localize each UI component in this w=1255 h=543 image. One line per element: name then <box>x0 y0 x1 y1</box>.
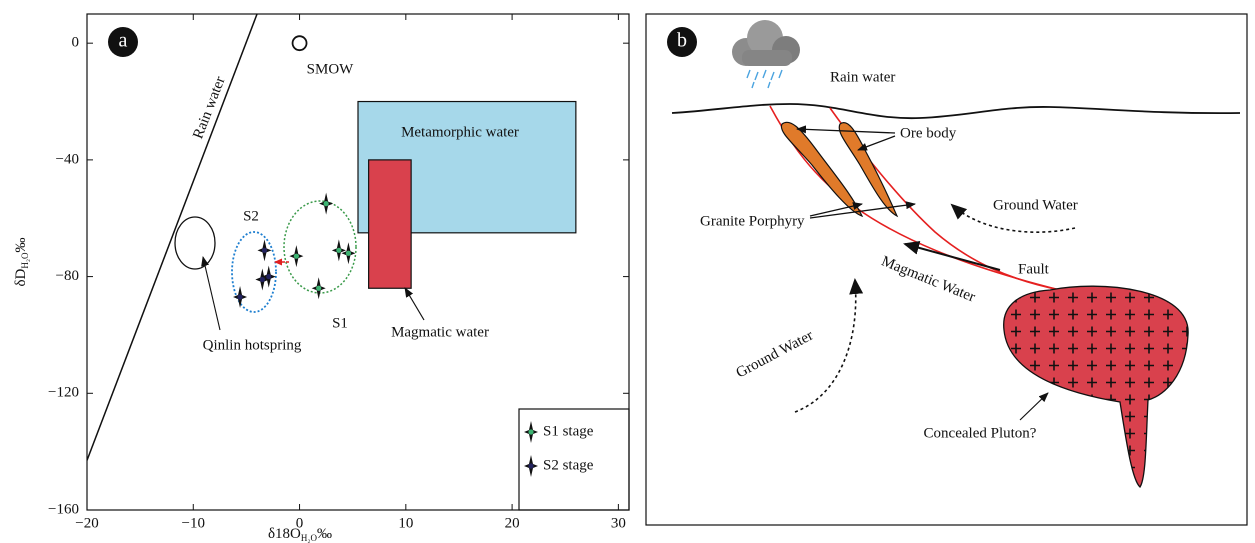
legend-label: S2 stage <box>543 457 594 473</box>
hotspring-ellipse <box>175 217 215 269</box>
star-center <box>237 294 242 299</box>
reference-point <box>293 36 307 50</box>
pluton-pattern <box>1004 286 1188 487</box>
x-tick-label: 30 <box>611 515 626 531</box>
data-point <box>319 193 333 215</box>
s1-ellipse <box>284 201 356 293</box>
arrow <box>405 288 424 320</box>
label: Rain water <box>830 69 895 85</box>
data-point <box>289 245 303 267</box>
cloud <box>732 20 800 88</box>
label: Ground Water <box>734 328 816 382</box>
data-point <box>332 239 346 261</box>
y-tick-label: 0 <box>72 35 80 51</box>
star-center <box>528 463 533 468</box>
y-label-unit: ‰ <box>13 237 29 252</box>
annotation: S1 <box>332 315 348 331</box>
label: Fault <box>1018 261 1050 277</box>
star-center <box>262 248 267 253</box>
rain-line <box>87 14 257 460</box>
x-tick-label: 20 <box>505 515 520 531</box>
data-point <box>262 266 276 288</box>
annotation: Qinlin hotspring <box>203 337 302 353</box>
annotation: S2 <box>243 208 259 224</box>
line-label: Rain water <box>190 74 228 141</box>
y-tick-label: −80 <box>56 268 79 284</box>
data-point <box>233 286 247 308</box>
data-point <box>312 277 326 299</box>
lines <box>87 14 257 460</box>
star-center <box>294 254 299 259</box>
star-center <box>346 251 351 256</box>
panel-b: b Rain water Ore body Ground Water Grani… <box>646 14 1247 525</box>
star-center <box>528 429 533 434</box>
x-tick-label: −10 <box>182 515 205 531</box>
legend-marker <box>524 455 538 477</box>
star-center <box>266 274 271 279</box>
y-tick-label: −40 <box>56 151 79 167</box>
star-center <box>336 248 341 253</box>
panel-label: b <box>677 30 687 52</box>
label: Ground Water <box>993 197 1078 213</box>
star-center <box>324 201 329 206</box>
panel-frame <box>646 14 1247 525</box>
panel-a: Metamorphic water Magmatic water Rain wa… <box>13 14 629 543</box>
ground-surface <box>672 104 1240 118</box>
x-tick-label: −20 <box>75 515 98 531</box>
point-label: SMOW <box>307 61 355 77</box>
region-label: Metamorphic water <box>401 124 519 140</box>
star-center <box>260 277 265 282</box>
arrow <box>858 136 895 150</box>
flow-arrow <box>905 244 1000 270</box>
y-tick-label: −120 <box>48 385 79 401</box>
x-label-main: δ18O <box>268 526 301 542</box>
x-axis-label: δ18OH₂O‰ <box>268 526 332 543</box>
star-center <box>316 286 321 291</box>
legend: S1 stage S2 stage <box>524 421 594 477</box>
data-point <box>341 242 355 264</box>
x-label-unit: ‰ <box>317 526 332 542</box>
x-tick-label: 10 <box>398 515 413 531</box>
label: Granite Porphyry <box>700 213 805 229</box>
panel-label: a <box>119 30 128 52</box>
legend-marker <box>524 421 538 443</box>
region <box>369 160 412 288</box>
figure: Metamorphic water Magmatic water Rain wa… <box>0 0 1255 543</box>
label: Ore body <box>900 125 957 141</box>
arrow <box>1020 393 1048 420</box>
legend-label: S1 stage <box>543 423 594 439</box>
label: Concealed Pluton? <box>924 425 1037 441</box>
region-label: Magmatic water <box>391 324 489 340</box>
y-label-sub: H₂O <box>20 252 30 269</box>
arrow <box>203 257 220 330</box>
y-axis-label: δDH₂O‰ <box>13 237 30 286</box>
x-label-sub: H₂O <box>301 533 318 543</box>
y-label-main: δD <box>13 268 29 286</box>
